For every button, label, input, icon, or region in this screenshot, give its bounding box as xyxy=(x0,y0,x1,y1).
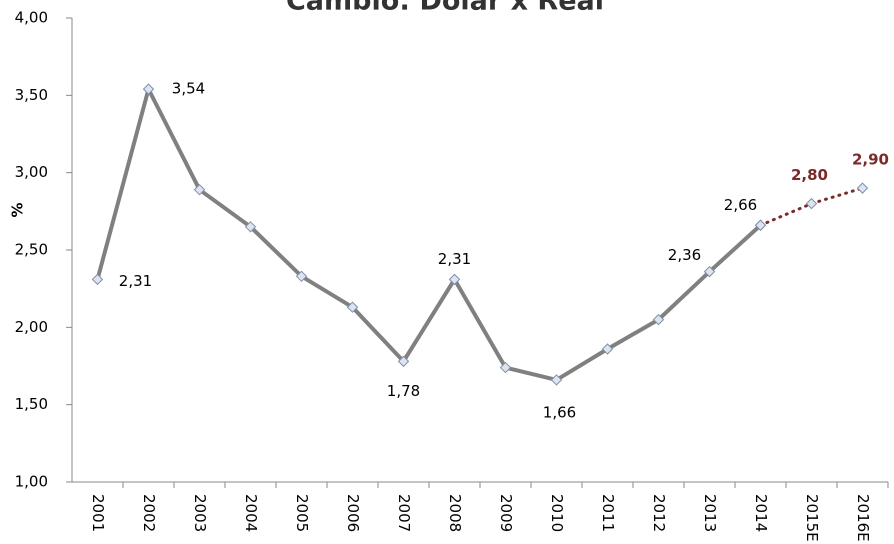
marker xyxy=(397,355,410,368)
y-tick-label: 3,00 xyxy=(15,163,48,181)
y-axis-label: % xyxy=(9,202,27,217)
x-tick-label: 2009 xyxy=(497,494,515,532)
data-label: 2,36 xyxy=(668,246,701,264)
marker xyxy=(601,343,614,355)
x-tick-label: 2011 xyxy=(599,494,617,532)
y-tick-label: 3,50 xyxy=(15,86,48,104)
marker xyxy=(703,265,716,278)
marker xyxy=(754,219,767,231)
marker xyxy=(142,83,155,95)
y-tick-label: 2,50 xyxy=(15,241,48,259)
marker xyxy=(91,273,104,286)
x-tick-label: 2001 xyxy=(89,494,107,532)
marker xyxy=(856,182,869,194)
data-label: 3,54 xyxy=(172,80,205,98)
y-tick-label: 1,50 xyxy=(15,395,48,413)
marker xyxy=(346,301,359,313)
data-label: 2,66 xyxy=(724,196,757,214)
x-tick-label: 2013 xyxy=(701,494,719,532)
data-label: 1,78 xyxy=(387,382,420,400)
data-label: 2,31 xyxy=(438,250,471,268)
x-tick-label: 2014 xyxy=(752,494,770,532)
x-tick-label: 2002 xyxy=(140,494,158,532)
x-tick-label: 2003 xyxy=(191,494,209,532)
x-tick-label: 2006 xyxy=(344,494,362,532)
marker xyxy=(193,183,206,196)
x-tick-label: 2016E xyxy=(854,494,872,542)
marker xyxy=(448,273,461,286)
data-label: 2,80 xyxy=(791,166,828,184)
x-tick-label: 2012 xyxy=(650,494,668,532)
x-tick-label: 2004 xyxy=(242,494,260,532)
x-tick-label: 2007 xyxy=(395,494,413,532)
x-tick-label: 2008 xyxy=(446,494,464,532)
data-label: 2,31 xyxy=(119,272,152,290)
marker xyxy=(244,221,257,233)
chart-title: Cambio: Dólar x Real xyxy=(286,0,604,17)
data-label: 2,90 xyxy=(852,151,889,169)
marker xyxy=(805,197,818,210)
x-tick-label: 2015E xyxy=(803,494,821,542)
y-tick-label: 1,00 xyxy=(15,473,48,491)
series-line xyxy=(95,83,763,383)
marker xyxy=(550,374,563,386)
marker xyxy=(652,313,665,326)
marker xyxy=(499,361,512,374)
y-tick-label: 4,00 xyxy=(15,9,48,27)
x-tick-label: 2010 xyxy=(548,494,566,532)
y-tick-label: 2,00 xyxy=(15,318,48,336)
marker xyxy=(295,270,308,283)
data-label: 1,66 xyxy=(543,403,576,421)
x-tick-label: 2005 xyxy=(293,494,311,532)
